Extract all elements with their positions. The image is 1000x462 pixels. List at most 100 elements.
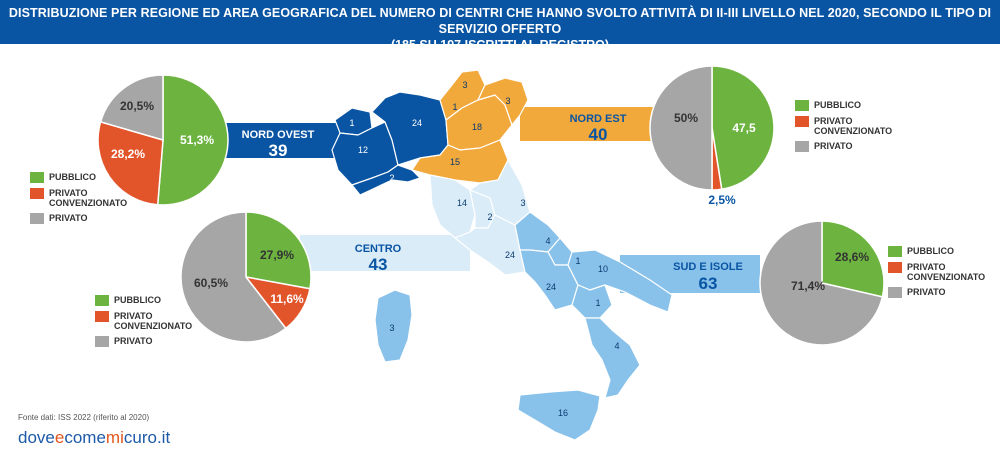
legend-label: PUBBLICO: [814, 100, 861, 110]
area-label-nord-ovest: NORD OVEST: [242, 129, 315, 141]
area-total-sud: 63: [699, 274, 718, 293]
legend-label: PUBBLICO: [49, 172, 96, 182]
legend-label: PRIVATO CONVENZIONATO: [907, 262, 986, 282]
pie-slice-privato: [649, 65, 713, 191]
pie-slice-pubblico: [711, 65, 775, 191]
legend-item-pubblico: PUBBLICO: [30, 172, 144, 183]
count-basilicata: 1: [595, 298, 600, 308]
legend-item-pubblico: PUBBLICO: [95, 295, 209, 306]
legend-item-pubblico: PUBBLICO: [795, 100, 909, 111]
pie-slice-privato: [759, 220, 884, 346]
count-emilia: 15: [450, 157, 460, 167]
pie-nord-ovest: 51,3% 28,2% 20,5%: [97, 74, 229, 206]
pie-data-label-privato: 50%: [674, 111, 698, 125]
source-note: Fonte dati: ISS 2022 (riferito al 2020): [18, 413, 150, 422]
pie-slice-pubblico: [821, 220, 885, 298]
legend-centro: PUBBLICO PRIVATO CONVENZIONATO PRIVATO: [95, 295, 209, 352]
legend-nord-ovest: PUBBLICO PRIVATO CONVENZIONATO PRIVATO: [30, 172, 144, 229]
pie-slice-privato: [99, 74, 164, 141]
count-marche: 3: [520, 198, 525, 208]
pie-sud-isole: 28,6% 71,4%: [759, 220, 885, 346]
count-calabria: 4: [614, 341, 619, 351]
band-nord-est: [520, 107, 665, 141]
region-basilicata: [571, 284, 613, 319]
legend-label: PUBBLICO: [907, 246, 954, 256]
area-label-nord-est: NORD EST: [570, 113, 627, 125]
legend-item-convenzionato: PRIVATO CONVENZIONATO: [30, 188, 144, 208]
count-liguria: 2: [389, 173, 394, 183]
swatch-pubblico: [30, 172, 44, 183]
swatch-convenzionato: [888, 262, 902, 273]
area-total-nord-est: 40: [589, 125, 608, 144]
pie-slice-convenzionato: [97, 120, 164, 206]
logo-part: mi: [105, 428, 124, 447]
brand-logo[interactable]: doveecomemicuro.it: [18, 428, 170, 448]
legend-item-privato: PRIVATO: [30, 213, 144, 224]
pie-data-label-convenzionato: 11,6%: [270, 292, 304, 306]
pie-data-label-pubblico: 27,9%: [260, 248, 294, 262]
count-toscana: 14: [457, 198, 467, 208]
count-valle-aosta: 1: [349, 118, 354, 128]
logo-part: come: [64, 428, 106, 447]
pie-data-label-privato: 71,4%: [791, 279, 825, 293]
count-campania: 24: [546, 282, 556, 292]
italy-map: [331, 69, 673, 441]
count-sardegna: 3: [389, 323, 394, 333]
pie-slice-pubblico: [245, 211, 312, 290]
pie-data-label-convenzionato: 2,5%: [708, 193, 736, 207]
legend-item-convenzionato: PRIVATO CONVENZIONATO: [888, 262, 1000, 282]
region-calabria: [584, 317, 641, 399]
count-lazio: 24: [505, 250, 515, 260]
legend-item-privato: PRIVATO: [888, 287, 1000, 298]
legend-nord-est: PUBBLICO PRIVATO CONVENZIONATO PRIVATO: [795, 100, 909, 157]
pie-nord-est: 47,5 2,5% 50%: [649, 65, 775, 207]
area-label-centro: CENTRO: [355, 243, 402, 255]
legend-item-privato: PRIVATO: [795, 141, 909, 152]
legend-item-convenzionato: PRIVATO CONVENZIONATO: [795, 116, 909, 136]
pie-data-label-privato: 20,5%: [120, 99, 154, 113]
pie-data-label-pubblico: 51,3%: [180, 133, 214, 147]
chart-subtitle: (185 SU 197 ISCRITTI AL REGISTRO): [390, 38, 610, 52]
legend-label: PRIVATO: [814, 141, 853, 151]
logo-part: curo: [123, 428, 157, 447]
legend-label: PRIVATO: [114, 336, 153, 346]
swatch-pubblico: [795, 100, 809, 111]
count-umbria: 2: [487, 212, 492, 222]
count-trentino: 1: [452, 102, 457, 112]
pie-data-label-privato: 60,5%: [194, 276, 228, 290]
swatch-convenzionato: [95, 311, 109, 322]
swatch-convenzionato: [30, 188, 44, 199]
chart-title: DISTRIBUZIONE PER REGIONE ED AREA GEOGRA…: [8, 6, 992, 36]
logo-part: .it: [156, 428, 171, 447]
header-banner: DISTRIBUZIONE PER REGIONE ED AREA GEOGRA…: [0, 0, 1000, 52]
legend-label: PRIVATO CONVENZIONATO: [814, 116, 893, 136]
region-toscana: [429, 174, 476, 239]
area-label-sud: SUD E ISOLE: [673, 261, 743, 273]
band-centro: [300, 235, 470, 271]
swatch-privato: [30, 213, 44, 224]
count-lombardia: 24: [412, 118, 422, 128]
count-molise: 1: [575, 256, 580, 266]
area-total-nord-ovest: 39: [269, 141, 288, 160]
pie-slice-privato: [180, 211, 287, 343]
legend-label: PRIVATO: [49, 213, 88, 223]
swatch-pubblico: [95, 295, 109, 306]
legend-label: PRIVATO: [907, 287, 946, 297]
swatch-privato: [888, 287, 902, 298]
count-piemonte: 12: [358, 145, 368, 155]
band-nord-ovest: [215, 123, 345, 158]
logo-part: e: [54, 428, 65, 447]
legend-label: PRIVATO CONVENZIONATO: [49, 188, 128, 208]
swatch-privato: [95, 336, 109, 347]
pie-slice-pubblico: [156, 74, 229, 206]
count-puglia: 10: [598, 264, 608, 274]
pie-centro: 27,9% 11,6% 60,5%: [180, 211, 312, 343]
pie-data-label-convenzionato: 28,2%: [111, 147, 145, 161]
region-sardegna: [374, 289, 413, 363]
region-sicilia: [517, 389, 601, 441]
area-total-centro: 43: [369, 255, 388, 274]
count-friuli: 3: [505, 96, 510, 106]
count-sicilia: 16: [558, 408, 568, 418]
legend-item-privato: PRIVATO: [95, 336, 209, 347]
